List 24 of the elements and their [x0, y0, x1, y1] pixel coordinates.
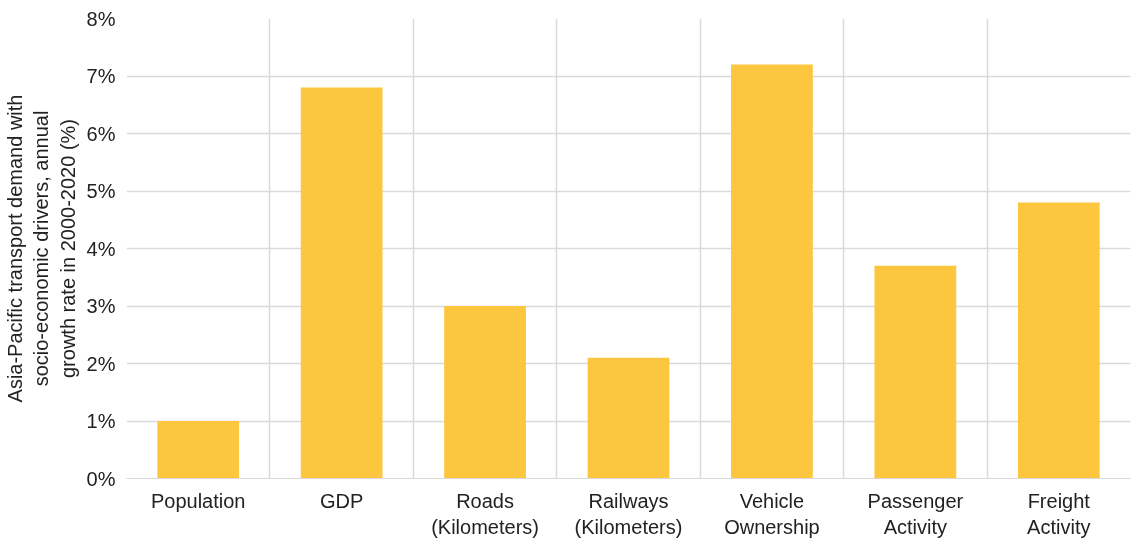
x-tick-label: GDP — [319, 489, 364, 512]
y-tick-label: 7% — [86, 65, 116, 87]
x-tick-label: Population — [150, 489, 246, 512]
bar — [444, 306, 526, 479]
bar — [587, 357, 670, 479]
x-tick-label: Passenger Activity — [867, 489, 964, 538]
bar — [157, 421, 240, 479]
x-tick-label: Vehicle Ownership — [724, 489, 820, 538]
bar — [731, 64, 813, 479]
y-tick-label: 2% — [86, 352, 116, 375]
bar — [1017, 202, 1100, 479]
x-tick-label: Roads (Kilometers) — [431, 489, 539, 538]
y-tick-label: 4% — [86, 237, 116, 260]
y-tick-label: 0% — [86, 467, 116, 490]
y-tick-label: 8% — [86, 7, 116, 30]
y-axis-title: Asia-Pacific transport demand with socio-economic drivers, annual growth rate in 2000-2020 (%) — [3, 94, 79, 403]
y-tick-label: 5% — [86, 180, 116, 202]
x-tick-label: Freight Activity — [1027, 489, 1091, 538]
y-tick-label: 1% — [86, 410, 116, 432]
bar — [300, 87, 383, 479]
x-tick-label: Railways (Kilometers) — [574, 489, 683, 538]
bar — [874, 265, 957, 479]
y-tick-label: 6% — [86, 122, 116, 145]
y-tick-label: 3% — [86, 295, 116, 317]
